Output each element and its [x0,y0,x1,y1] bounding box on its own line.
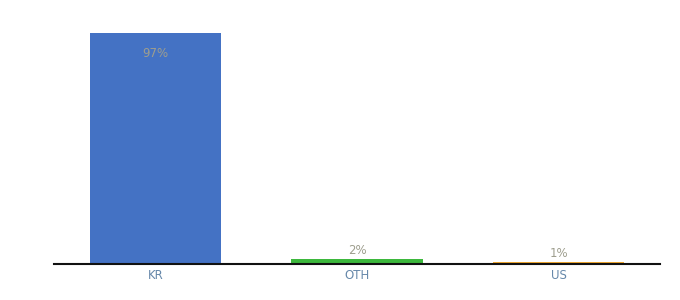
Bar [493,262,624,264]
Bar [292,259,422,264]
Text: 1%: 1% [549,247,568,260]
Bar [90,33,221,264]
Text: 2%: 2% [347,244,367,257]
Text: 97%: 97% [142,47,169,60]
